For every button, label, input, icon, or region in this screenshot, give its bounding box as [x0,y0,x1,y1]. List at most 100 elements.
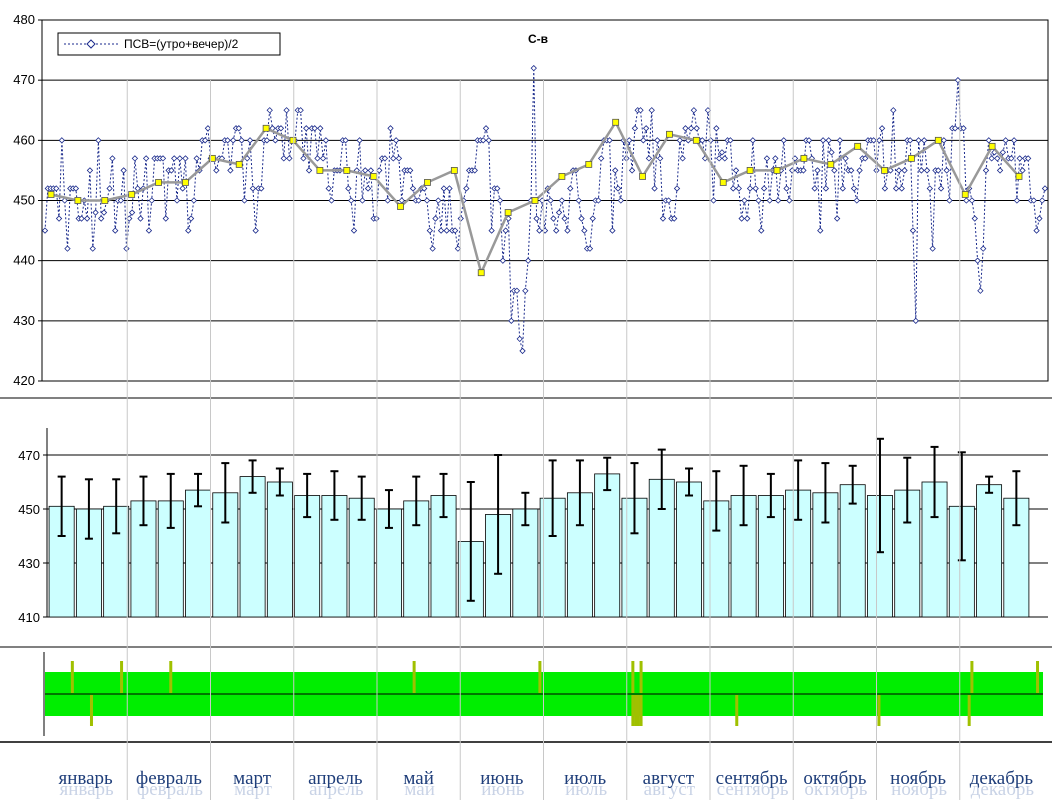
daily-point [918,167,925,174]
daily-point [963,197,970,204]
daily-point [171,155,178,162]
event-down-tick [735,695,739,726]
daily-point [494,185,501,192]
daily-point [988,155,995,162]
daily-point [179,185,186,192]
month-label: июль [564,768,606,789]
legend: ПСВ=(утро+вечер)/2 [57,32,281,56]
daily-point [213,167,220,174]
daily-point [862,155,869,162]
daily-point [451,227,459,234]
monthly-point [961,191,969,198]
monthly-point [773,167,781,174]
daily-point [193,155,200,162]
daily-point [693,125,700,132]
daily-point [266,107,273,114]
monthly-point [531,197,539,204]
daily-point [64,245,71,252]
daily-point [676,137,683,144]
monthly-point [800,154,808,162]
monthly-point [746,167,754,174]
daily-point [890,107,897,114]
daily-point [1041,185,1049,192]
daily-point [61,197,68,204]
daily-point [238,137,245,144]
daily-point [78,215,85,222]
month-label-shadow: январь [60,779,115,800]
daily-point [586,245,594,252]
monthly-point [235,160,243,168]
daily-point [530,64,537,72]
daily-point [395,155,403,162]
daily-point [227,167,234,174]
daily-point [342,137,349,144]
daily-point [567,185,574,192]
daily-point [463,185,470,192]
event-up-tick [538,661,542,693]
daily-point [480,137,487,144]
month-label: май [403,768,434,789]
daily-point [980,245,987,252]
daily-point [168,167,175,174]
daily-point [1039,197,1046,204]
daily-point [513,287,521,294]
daily-point [606,137,613,144]
daily-point [831,167,838,174]
daily-point [578,215,585,222]
daily-point [800,167,807,174]
daily-point [443,227,450,234]
daily-point [657,155,664,162]
daily-point [960,125,967,132]
daily-point [106,185,113,192]
daily-point [595,197,602,204]
month-label: ноябрь [890,768,946,789]
monthly-point [666,130,673,138]
daily-point [426,227,433,234]
monthly-point [316,167,324,174]
daily-point [985,137,992,144]
y-tick-label: 420 [13,373,35,388]
daily-point [201,137,209,144]
daily-point [575,197,582,204]
daily-point [263,137,271,144]
daily-point [856,167,863,174]
daily-point [937,185,945,192]
monthly-point [612,118,620,126]
daily-point [100,209,108,216]
y-tick-label: 450 [13,193,35,208]
daily-point [1013,197,1021,204]
daily-point [519,347,526,355]
daily-point [536,227,543,234]
series-daily-line [44,68,1046,352]
daily-point [718,149,726,156]
month-label-shadow: апрель [309,779,364,800]
daily-point [679,155,686,162]
daily-point [485,137,492,144]
daily-point [1008,155,1015,162]
daily-point [996,167,1004,174]
monthly-point [370,173,378,180]
daily-point [735,185,742,192]
daily-point [381,155,389,162]
daily-point [730,185,737,192]
daily-point [752,185,759,192]
daily-point [951,125,959,132]
daily-point [437,227,445,234]
month-label-shadow: март [234,779,273,800]
daily-point [732,167,740,174]
daily-point [876,137,883,144]
daily-point [314,155,321,162]
bar [185,489,211,618]
month-label: сентябрь [716,768,788,789]
daily-point [999,149,1007,156]
daily-point [516,335,523,343]
daily-point [502,227,509,234]
daily-point [612,167,619,174]
daily-point [1016,155,1023,162]
daily-point [345,185,352,192]
daily-point [384,197,391,204]
daily-point [772,155,779,162]
daily-point [564,227,571,234]
monthly-point [477,269,485,277]
